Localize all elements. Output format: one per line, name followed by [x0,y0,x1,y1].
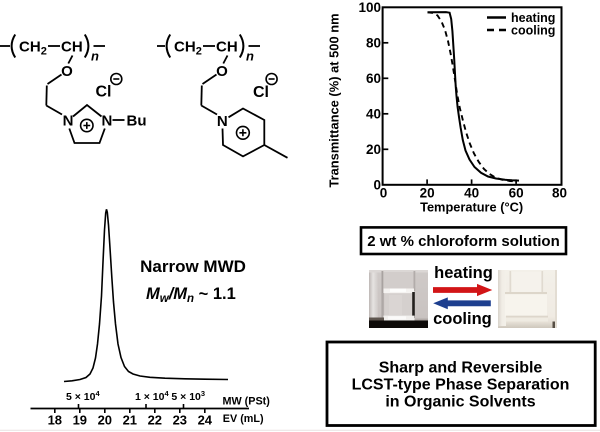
svg-text:2: 2 [41,46,47,58]
svg-text:23: 23 [173,413,187,428]
svg-text:1 × 104: 1 × 104 [135,389,170,403]
svg-text:O: O [61,63,73,80]
svg-text:Mw/Mn ~ 1.1: Mw/Mn ~ 1.1 [146,285,236,305]
svg-text:Temperature (°C): Temperature (°C) [420,200,523,215]
svg-text:Sharp and Reversible: Sharp and Reversible [379,360,543,377]
svg-text:5 × 103: 5 × 103 [171,389,205,403]
svg-text:heating: heating [511,11,555,25]
svg-text:n: n [91,49,99,64]
svg-text:Cl: Cl [96,84,112,101]
svg-text:20: 20 [98,413,112,428]
svg-text:80: 80 [366,36,381,51]
svg-text:Cl: Cl [253,84,269,101]
svg-text:21: 21 [123,413,137,428]
svg-text:22: 22 [148,413,162,428]
svg-text:20: 20 [420,185,435,200]
svg-text:40: 40 [464,185,479,200]
svg-text:CH: CH [19,39,41,56]
svg-text:CH: CH [174,39,196,56]
svg-text:24: 24 [198,413,213,428]
svg-text:80: 80 [552,185,567,200]
svg-text:MW (PSt): MW (PSt) [223,396,271,408]
svg-text:Transmittance (%) at 500 nm: Transmittance (%) at 500 nm [327,13,342,187]
svg-text:EV (mL): EV (mL) [223,413,264,425]
svg-text:5 × 104: 5 × 104 [66,389,101,403]
svg-text:in Organic Solvents: in Organic Solvents [385,394,535,411]
svg-text:N: N [63,112,74,129]
svg-text:20: 20 [366,142,381,157]
svg-text:0: 0 [380,185,388,200]
svg-text:N: N [217,113,228,130]
svg-text:2: 2 [196,46,202,58]
svg-text:100: 100 [358,0,381,15]
svg-text:cooling: cooling [433,310,492,328]
svg-text:0: 0 [373,178,381,193]
svg-text:Bu: Bu [127,112,147,129]
svg-text:CH: CH [61,39,83,56]
svg-text:60: 60 [366,71,381,86]
svg-text:40: 40 [366,107,381,122]
svg-text:18: 18 [48,413,62,428]
svg-text:60: 60 [509,185,524,200]
svg-text:n: n [246,49,254,64]
svg-text:19: 19 [73,413,87,428]
svg-text:CH: CH [216,39,238,56]
svg-text:N: N [101,112,112,129]
svg-text:Narrow MWD: Narrow MWD [140,257,246,276]
svg-text:LCST-type Phase Separation: LCST-type Phase Separation [352,377,570,394]
svg-text:O: O [216,63,228,80]
svg-text:heating: heating [434,264,493,282]
svg-text:cooling: cooling [511,24,555,38]
svg-text:2 wt % chloroform solution: 2 wt % chloroform solution [367,233,560,250]
